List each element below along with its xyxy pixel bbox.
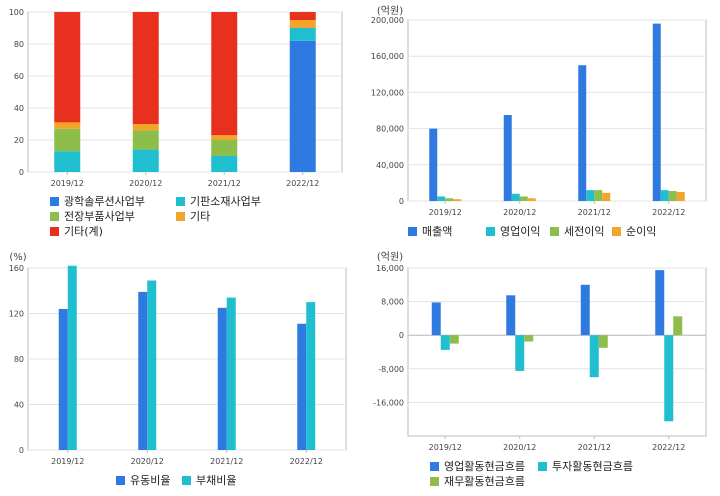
x-tick-label: 2021/12 [208,179,241,188]
bar [503,115,512,201]
x-tick-label: 2021/12 [578,443,611,452]
bar [668,191,677,201]
y-tick-label: 120,000 [371,88,404,97]
bar [437,196,446,201]
bar [132,12,159,124]
bar [58,308,68,450]
y-tick-label: 40 [14,401,24,410]
x-tick-label: 2022/12 [286,179,319,188]
bar [431,302,441,336]
bar [660,190,669,201]
bar [54,128,81,152]
chart-ratios: (%) 0 40 80 120 160 2019/12 2020/12 2021/12 2022/… [9,252,347,466]
bar [655,270,665,336]
y-tick-label: 200,000 [371,16,404,25]
y-tick-label: 60 [14,72,24,81]
unit-label: (억원) [377,251,403,263]
y-tick-label: 160,000 [371,52,404,61]
y-tick-label: 80 [14,355,24,364]
bar [306,302,316,450]
bar [211,140,238,156]
bar [132,130,159,150]
bar [147,280,157,450]
unit-label: (억원) [377,5,403,17]
chart-income: (억원) 0 40,000 80,000 120,000 160,000 200,000 20… [371,5,707,217]
y-tick-label: 120 [9,310,24,319]
bar [132,124,159,131]
x-tick-label: 2019/12 [429,443,462,452]
bar [211,12,238,136]
plot-frame [407,19,707,202]
bar [54,151,81,172]
bar [453,199,462,201]
bar [289,40,316,172]
bar [602,192,611,201]
bar [445,198,454,201]
bar [289,20,316,28]
bar [449,335,459,344]
y-tick-label: 40,000 [376,161,404,170]
x-tick-label: 2019/12 [51,179,84,188]
x-tick-label: 2020/12 [503,208,536,217]
bar [598,335,608,348]
x-tick-label: 2022/12 [290,457,323,466]
bar [289,28,316,41]
y-tick-label: -8,000 [378,365,404,374]
bar [519,196,528,201]
bar [67,265,77,450]
x-tick-label: 2021/12 [210,457,243,466]
bar [132,149,159,172]
y-tick-label: 0 [399,197,404,206]
bar [580,284,590,336]
bar [211,156,238,172]
bar [578,65,587,201]
y-tick-label: 100 [9,8,24,17]
y-tick-label: 80,000 [376,125,404,134]
x-tick-label: 2020/12 [129,179,162,188]
x-tick-label: 2022/12 [652,443,685,452]
x-tick-label: 2020/12 [503,443,536,452]
y-tick-label: -16,000 [373,398,404,407]
bar [506,295,516,336]
bar [589,335,599,378]
y-tick-label: 0 [19,446,24,455]
bar [586,190,595,201]
unit-label: (%) [9,252,26,263]
x-tick-label: 2022/12 [652,208,685,217]
x-tick-label: 2020/12 [131,457,164,466]
bar [515,335,525,371]
bar [527,198,536,201]
bar [652,23,661,202]
bar [664,335,674,422]
chart-business-mix: 0 20 40 60 80 100 2019/12 2020/12 2021/12 2022/12 [9,8,343,188]
y-tick-label: 80 [14,40,24,49]
bar [54,122,81,129]
bar [211,135,238,140]
bar [429,128,438,201]
x-tick-label: 2021/12 [578,208,611,217]
y-tick-label: 20 [14,136,24,145]
bar [511,193,520,201]
bar [217,307,227,450]
y-tick-label: 16,000 [376,264,404,273]
y-tick-label: 160 [9,264,24,273]
y-tick-label: 8,000 [381,298,404,307]
bar [138,291,148,450]
bar [289,12,316,20]
y-tick-label: 40 [14,104,24,113]
chart-cashflow: (억원) -16,000 -8,000 0 8,000 16,000 2019/12 2020… [373,251,707,452]
y-tick-label: 0 [19,168,24,177]
bar [54,12,81,123]
bar [226,297,236,450]
bar [673,316,683,336]
bar [440,335,450,350]
bar [524,335,534,342]
bar [676,191,685,201]
bar [594,190,603,201]
x-tick-label: 2019/12 [429,208,462,217]
y-tick-label: 0 [399,331,404,340]
bar [297,323,307,450]
x-tick-label: 2019/12 [51,457,84,466]
